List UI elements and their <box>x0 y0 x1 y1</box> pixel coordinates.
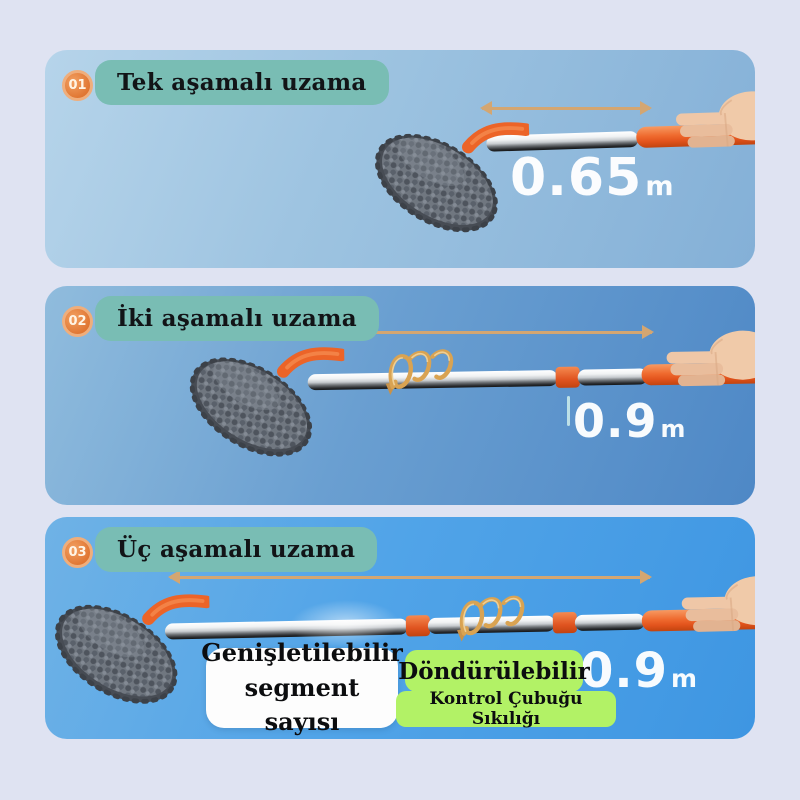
stage-title: Üç aşamalı uzama <box>95 527 378 572</box>
mop-head-image <box>358 102 533 242</box>
hand-image <box>659 324 755 406</box>
measurement-value: 0.65 <box>510 148 643 208</box>
mop-assembly <box>45 50 755 268</box>
step-number-badge: 01 <box>62 70 93 101</box>
mop-assembly <box>45 517 755 739</box>
length-measurement: 0.9 m <box>573 394 686 448</box>
rotation-spiral-icon <box>454 592 543 650</box>
measurement-unit: m <box>645 171 675 202</box>
pole-joint <box>555 366 580 388</box>
callout-line: segment sayısı <box>244 672 360 737</box>
tick-mark <box>567 396 570 426</box>
extension-arrow-icon <box>168 570 652 584</box>
measurement-unit: m <box>660 415 687 443</box>
length-measurement: 0.9 m <box>580 643 698 699</box>
mop-assembly <box>45 286 755 505</box>
pole-shaft <box>574 613 646 631</box>
step-number-badge: 02 <box>62 306 93 337</box>
hand-image <box>668 84 755 168</box>
rotation-spiral-icon <box>383 345 472 403</box>
stage-title: Tek aşamalı uzama <box>95 60 389 105</box>
stage-panel-1: 0.65 m 01 Tek aşamalı uzama <box>45 50 755 268</box>
mop-head-image <box>45 575 213 714</box>
measurement-value: 0.9 <box>580 643 669 699</box>
callout-rod-tightness: Kontrol Çubuğu Sıkılığı <box>396 689 616 729</box>
pole-joint <box>405 615 431 637</box>
mop-head-image <box>174 328 348 466</box>
length-measurement: 0.65 m <box>510 148 674 208</box>
callout-line: Genişletilebilir <box>201 637 403 667</box>
pole-shaft <box>577 368 648 386</box>
stage-title: İki aşamalı uzama <box>95 296 379 341</box>
step-number-badge: 03 <box>62 537 93 568</box>
extension-arrow-icon <box>330 325 654 339</box>
measurement-unit: m <box>671 664 699 693</box>
stage-panel-2: 0.9 m 02 İki aşamalı uzama <box>45 286 755 505</box>
callout-rotatable: Döndürülebilir <box>398 650 590 692</box>
hand-image <box>674 569 755 651</box>
callout-expandable-segments: Genişletilebilir segment sayısı <box>201 638 403 737</box>
pole-joint <box>552 611 578 634</box>
measurement-value: 0.9 <box>573 394 658 448</box>
extension-arrow-icon <box>480 101 652 115</box>
